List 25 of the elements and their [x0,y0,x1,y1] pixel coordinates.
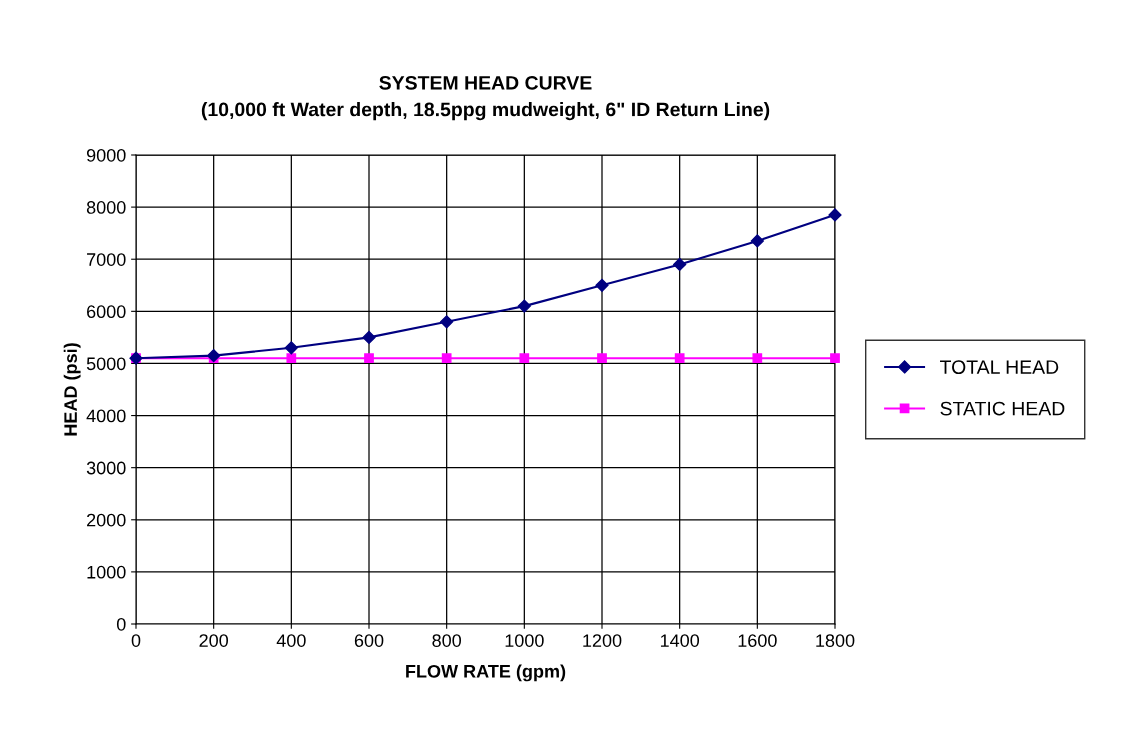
x-tick-label: 600 [354,634,384,647]
y-tick-label: 9000 [86,148,126,162]
y-tick-label: 8000 [86,201,126,214]
x-tick-label: 200 [199,634,229,647]
x-tick-label: 1400 [660,634,700,647]
legend-label: STATIC HEAD [940,401,1065,416]
legend-label: TOTAL HEAD [940,360,1059,374]
y-tick-label: 7000 [87,253,126,266]
y-tick-label: 6000 [87,305,126,319]
x-tick-label: 0 [131,634,141,647]
x-tick-label: 1600 [738,634,777,647]
x-tick-label: 800 [432,634,462,647]
y-tick-label: 2000 [87,513,126,527]
x-axis-title: FLOW RATE (gpm) [406,664,566,682]
y-tick-label: 4000 [86,409,126,423]
y-tick-label: 3000 [86,461,126,475]
y-tick-label: 5000 [86,357,126,371]
x-tick-label: 1000 [505,634,544,647]
y-axis-title: HEAD (psi) [63,343,81,436]
chart-title: SYSTEM HEAD CURVE (10,000 ft Water depth, 18.5ppg mudweight, 6" ID Return Line) [201,75,770,121]
x-tick-label: 1200 [583,634,622,647]
y-tick-label: 0 [116,617,126,631]
x-tick-label: 400 [276,634,306,647]
x-tick-label: 1800 [816,634,855,647]
y-tick-label: 1000 [87,565,126,579]
